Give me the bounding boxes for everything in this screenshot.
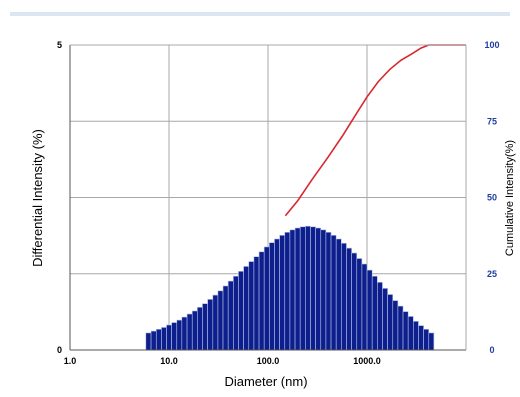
distribution-bar (263, 246, 270, 351)
distribution-bar (186, 313, 193, 351)
distribution-bar (233, 275, 239, 351)
distribution-bar (279, 235, 286, 351)
distribution-bar (423, 328, 430, 351)
y2-tick-label: 25 (487, 269, 497, 279)
distribution-bar (269, 242, 275, 351)
distribution-bar (212, 294, 219, 351)
distribution-bar (305, 225, 311, 351)
distribution-bar (176, 319, 183, 351)
distribution-bar (366, 269, 373, 351)
distribution-bar (171, 322, 178, 351)
distribution-bar (320, 229, 327, 351)
distribution-bar (361, 263, 368, 351)
distribution-bar (207, 299, 214, 351)
distribution-bar (402, 311, 409, 351)
distribution-bar (315, 227, 322, 351)
distribution-bar (145, 332, 152, 351)
distribution-bar (428, 332, 435, 351)
distribution-bar (341, 242, 347, 351)
distribution-bar (289, 229, 296, 351)
distribution-bar (346, 247, 352, 351)
distribution-bar (299, 226, 306, 351)
distribution-bar (351, 252, 358, 351)
distribution-bar (166, 324, 172, 351)
distribution-bar (284, 231, 291, 351)
distribution-bar (150, 330, 157, 351)
distribution-bar (382, 288, 388, 351)
distribution-bar (197, 306, 203, 351)
y2-tick-label: 50 (487, 193, 497, 203)
y2-tick-label: 0 (489, 345, 494, 355)
distribution-bar (413, 321, 419, 351)
y2-tick-label: 75 (487, 116, 497, 126)
distribution-bar (258, 251, 265, 351)
distribution-bar (325, 231, 332, 351)
distribution-bar (217, 290, 224, 351)
distribution-bar (310, 226, 316, 351)
distribution-bar (181, 316, 188, 351)
axes-layer (69, 44, 467, 351)
distribution-bar (335, 238, 342, 351)
chart-frame-top (10, 12, 510, 16)
distribution-bar (330, 235, 337, 351)
x-tick-label: 10.0 (160, 356, 178, 366)
x-axis-title: Diameter (nm) (224, 374, 307, 389)
distribution-bar (418, 325, 424, 351)
distribution-bar (371, 275, 378, 351)
distribution-bar (191, 310, 198, 351)
x-tick-label: 1.0 (64, 356, 77, 366)
distribution-bar (222, 285, 229, 351)
distribution-bar (377, 281, 383, 351)
y-axis-title: Differential Intensity (%) (30, 129, 45, 267)
distribution-bar (155, 328, 162, 351)
distribution-bar (407, 316, 414, 351)
distribution-bar (238, 271, 244, 351)
x-tick-label: 1000.0 (353, 356, 381, 366)
distribution-bar (253, 256, 260, 351)
distribution-bar (227, 280, 234, 351)
y-tick-label: 0 (57, 345, 62, 355)
distribution-bar (243, 266, 250, 351)
distribution-bar (397, 305, 404, 351)
distribution-bar (248, 261, 255, 351)
y2-axis-title: Cumulative Intensity(%) (504, 140, 516, 256)
x-tick-label: 100.0 (257, 356, 280, 366)
distribution-bar (161, 327, 167, 351)
distribution-bar (294, 227, 301, 351)
distribution-bar (387, 294, 394, 351)
distribution-bar (202, 303, 208, 351)
y2-tick-label: 100 (484, 40, 499, 50)
y-tick-label: 5 (57, 40, 62, 50)
distribution-bar (392, 300, 399, 351)
distribution-bar (356, 258, 363, 351)
distribution-bar (274, 238, 280, 351)
